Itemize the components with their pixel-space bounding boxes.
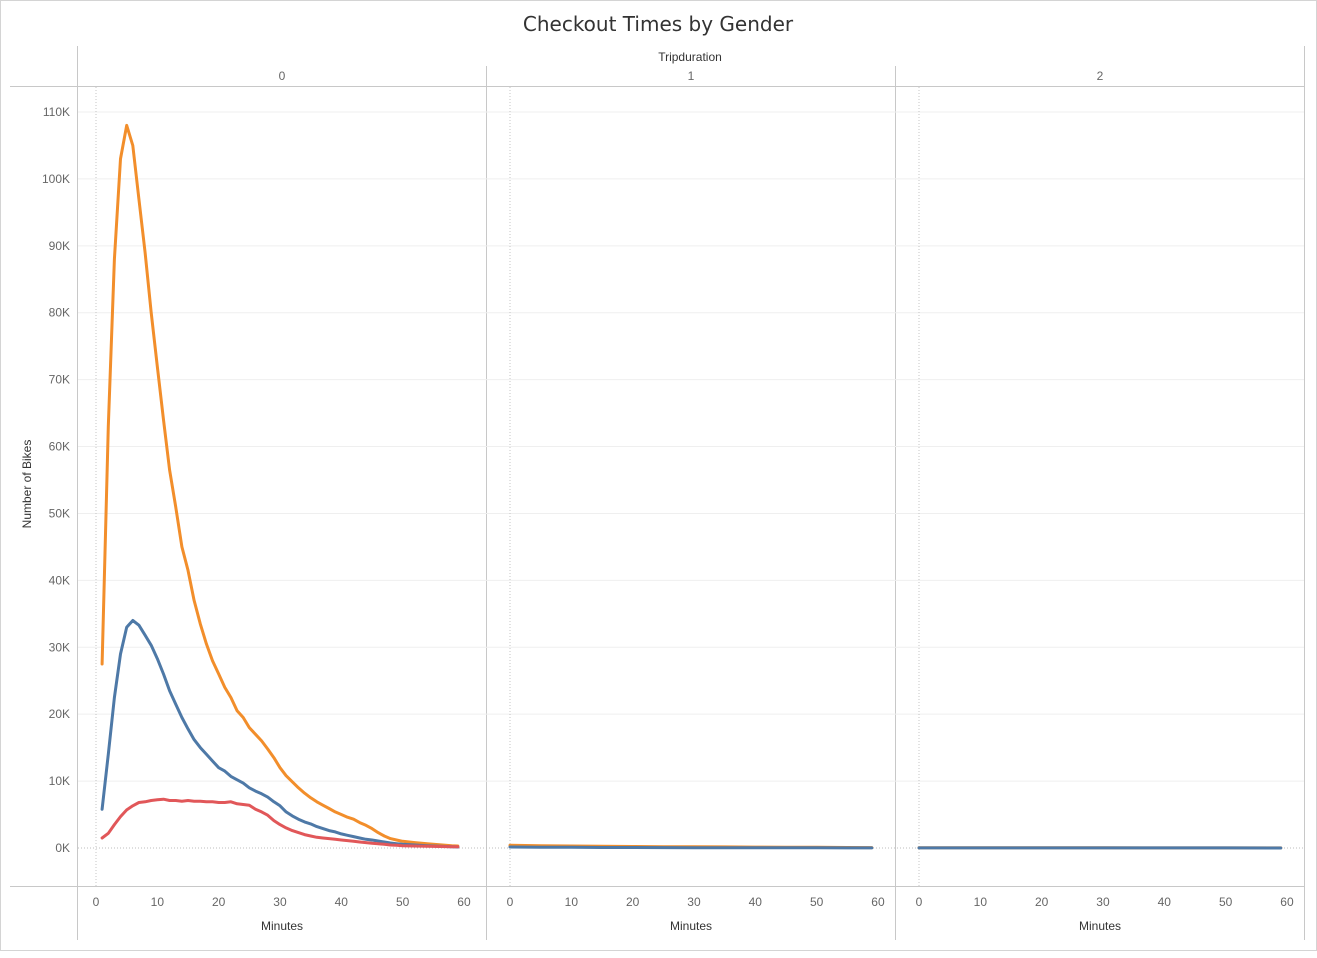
- x-axis-title: Minutes: [670, 919, 712, 933]
- gridlines: [78, 111, 1304, 849]
- y-tick-label: 50K: [49, 506, 70, 520]
- y-tick-label: 70K: [49, 373, 70, 387]
- series-line: [100, 797, 460, 849]
- x-axis-title: Minutes: [261, 919, 303, 933]
- y-tick-label: 0K: [55, 841, 70, 855]
- y-axis: 0K 10K 20K 30K 40K 50K 60K 70K 80K 90K 100K 110K: [42, 105, 70, 855]
- x-tick-label: 0: [507, 895, 514, 909]
- panel-label: 0: [279, 69, 286, 83]
- column-header: Tripduration: [658, 50, 722, 64]
- y-tick-label: 20K: [49, 707, 70, 721]
- x-tick-label: 0: [916, 895, 923, 909]
- y-tick-label: 40K: [49, 573, 70, 587]
- y-tick-label: 60K: [49, 440, 70, 454]
- x-tick-label: 60: [457, 895, 471, 909]
- x-tick-label: 10: [974, 895, 988, 909]
- chart-title: Checkout Times by Gender: [523, 12, 794, 36]
- x-tick-label: 30: [273, 895, 287, 909]
- y-axis-title: Number of Bikes: [20, 440, 34, 529]
- x-tick-label: 30: [687, 895, 701, 909]
- x-tick-label: 50: [1219, 895, 1233, 909]
- panel-label: 1: [688, 69, 695, 83]
- x-tick-label: 40: [1158, 895, 1172, 909]
- x-tick-label: 50: [396, 895, 410, 909]
- series-line: [508, 845, 874, 850]
- x-tick-label: 50: [810, 895, 824, 909]
- x-tick-label: 60: [871, 895, 885, 909]
- frame-lines: [10, 46, 1305, 940]
- y-tick-label: 110K: [43, 105, 70, 119]
- x-tick-label: 40: [335, 895, 349, 909]
- x-tick-label: 20: [626, 895, 640, 909]
- y-tick-label: 80K: [49, 306, 70, 320]
- x-tick-label: 20: [1035, 895, 1049, 909]
- series-line: [100, 619, 460, 849]
- x-tick-label: 0: [93, 895, 100, 909]
- x-tick-label: 10: [565, 895, 579, 909]
- x-tick-label: 20: [212, 895, 226, 909]
- x-tick-label: 30: [1096, 895, 1110, 909]
- series-line: [100, 123, 460, 848]
- x-tick-label: 60: [1280, 895, 1294, 909]
- y-tick-label: 30K: [49, 640, 70, 654]
- y-tick-label: 100K: [42, 172, 70, 186]
- y-tick-label: 10K: [49, 774, 70, 788]
- panel-label: 2: [1097, 69, 1104, 83]
- panel-0: 0 0 10 20 30 40 50 60 Minutes: [93, 69, 471, 933]
- x-tick-label: 10: [151, 895, 165, 909]
- y-tick-label: 90K: [49, 239, 70, 253]
- x-tick-label: 40: [749, 895, 763, 909]
- x-axis-title: Minutes: [1079, 919, 1121, 933]
